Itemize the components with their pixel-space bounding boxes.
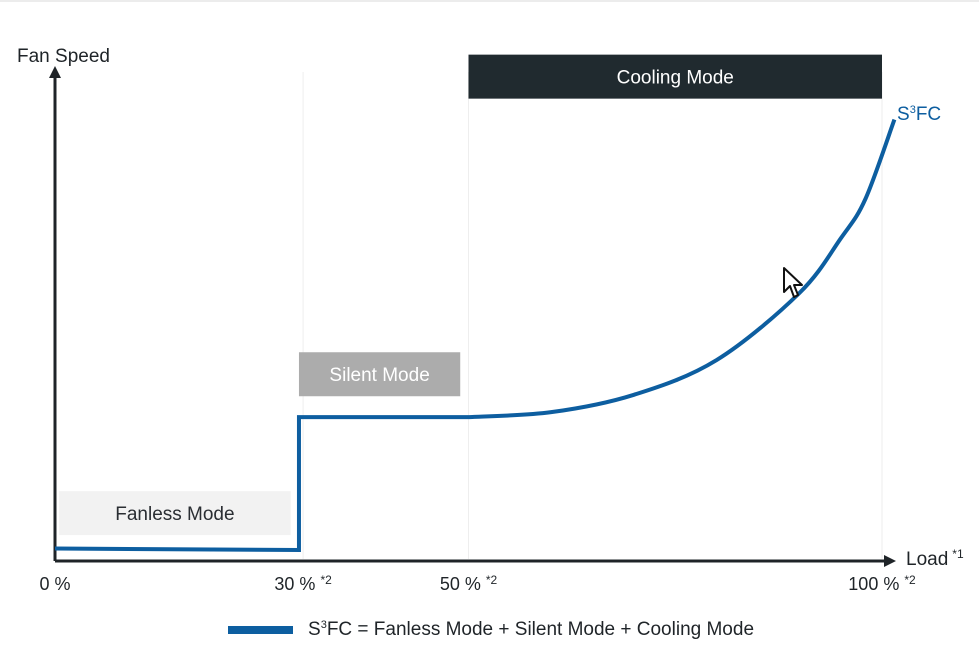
x-tick-label-1: 30 % *2 bbox=[274, 573, 332, 594]
x-axis-title: Load *1 bbox=[906, 547, 964, 570]
mode-label-0: Fanless Mode bbox=[115, 504, 234, 525]
legend-swatch bbox=[228, 626, 293, 634]
x-axis-title-sup: *1 bbox=[952, 547, 964, 561]
legend-base: S bbox=[308, 619, 321, 640]
x-tick-label-0: 0 % bbox=[39, 574, 70, 594]
mode-label-1: Silent Mode bbox=[329, 365, 429, 386]
legend-text: S3FC = Fanless Mode + Silent Mode + Cool… bbox=[308, 619, 754, 641]
gridlines bbox=[302, 72, 883, 559]
series-lines bbox=[54, 118, 897, 553]
x-tick-label-3: 100 % *2 bbox=[848, 573, 916, 594]
series-label-base: S bbox=[897, 104, 910, 125]
legend-rest: FC = Fanless Mode + Silent Mode + Coolin… bbox=[326, 619, 755, 640]
legend-sup: 3 bbox=[320, 619, 327, 631]
series-label-sup: 3 bbox=[910, 104, 916, 116]
x-tick-label-2: 50 % *2 bbox=[440, 573, 498, 594]
series-line-0 bbox=[54, 118, 897, 553]
series-label-rest: FC bbox=[916, 104, 941, 125]
x-tick-labels: 0 % 30 % *2 50 % *2 100 % *2 bbox=[39, 573, 916, 594]
mode-box-bg-2 bbox=[468, 54, 882, 99]
mode-label-2: Cooling Mode bbox=[617, 68, 734, 89]
mode-box-bg-0 bbox=[59, 491, 291, 536]
legend: S3FC = Fanless Mode + Silent Mode + Cool… bbox=[228, 617, 754, 643]
mode-box-0: Fanless Mode bbox=[59, 491, 291, 536]
series-label: S3FC bbox=[897, 104, 941, 125]
mode-box-bg-1 bbox=[298, 352, 461, 397]
mode-box-1: Silent Mode bbox=[298, 352, 461, 397]
mouse-cursor-icon bbox=[783, 267, 803, 298]
mode-boxes: Fanless Mode Silent Mode Cooling Mode bbox=[59, 54, 882, 536]
y-axis-title: Fan Speed bbox=[17, 46, 110, 67]
x-axis-title-text: Load bbox=[906, 549, 948, 570]
mode-box-2: Cooling Mode bbox=[468, 54, 882, 99]
top-border bbox=[0, 0, 979, 2]
axes: Fan Speed Load *1 bbox=[17, 46, 964, 570]
